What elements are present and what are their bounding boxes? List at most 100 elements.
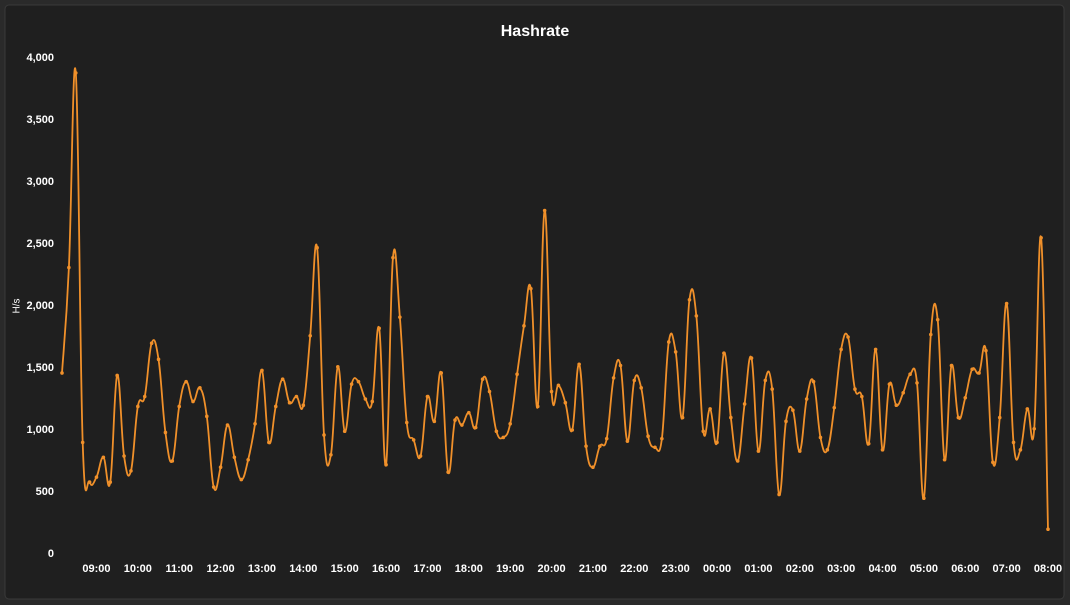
x-tick-label: 01:00: [744, 563, 772, 575]
point: [715, 440, 719, 445]
point: [301, 403, 306, 408]
point: [280, 377, 285, 381]
point: [287, 400, 292, 405]
y-tick-label: 2,000: [26, 300, 54, 312]
point: [515, 372, 519, 377]
point: [880, 448, 885, 452]
point: [535, 404, 540, 409]
point: [928, 332, 933, 337]
point: [977, 371, 981, 375]
point: [866, 441, 871, 446]
point: [756, 449, 761, 453]
point: [680, 415, 685, 420]
chart-title: Hashrate: [501, 23, 570, 40]
point: [811, 379, 816, 384]
point: [625, 439, 630, 443]
point: [818, 435, 823, 440]
point: [404, 420, 409, 425]
point: [356, 379, 361, 384]
point: [377, 326, 381, 331]
point: [563, 400, 568, 405]
y-tick-label: 3,000: [26, 176, 54, 188]
panel: [4, 4, 1065, 600]
point: [425, 394, 430, 399]
point: [329, 453, 333, 457]
point: [901, 391, 906, 395]
point: [211, 485, 216, 489]
point: [611, 376, 616, 380]
point: [218, 465, 223, 470]
point: [156, 357, 161, 362]
point: [853, 387, 857, 391]
point: [473, 425, 478, 430]
point: [115, 373, 119, 378]
point: [542, 208, 547, 213]
point: [598, 444, 602, 448]
point: [60, 371, 64, 375]
y-tick-label: 500: [36, 486, 54, 498]
point: [694, 314, 699, 318]
point: [825, 448, 830, 452]
point: [873, 347, 878, 352]
x-tick-label: 09:00: [82, 563, 110, 575]
y-tick-label: 0: [48, 548, 54, 560]
point: [246, 457, 250, 462]
point: [467, 410, 471, 415]
point: [997, 415, 1002, 420]
point: [742, 402, 747, 406]
point: [646, 434, 650, 439]
point: [67, 265, 71, 270]
point: [432, 419, 437, 424]
point: [342, 429, 347, 434]
point: [232, 455, 237, 460]
x-tick-label: 03:00: [827, 563, 855, 575]
point: [149, 341, 154, 346]
y-tick-label: 4,000: [26, 52, 54, 64]
point: [639, 386, 643, 390]
x-tick-label: 06:00: [951, 563, 979, 575]
x-tick-label: 08:00: [1034, 563, 1062, 575]
point: [122, 454, 126, 458]
point: [687, 298, 692, 302]
x-tick-label: 11:00: [165, 563, 193, 575]
point: [570, 428, 575, 432]
point: [784, 419, 788, 424]
point: [763, 378, 768, 383]
point: [963, 395, 968, 400]
point: [184, 379, 188, 384]
x-tick-label: 22:00: [620, 563, 648, 575]
point: [370, 399, 375, 404]
y-tick-label: 2,500: [26, 238, 54, 250]
point: [336, 364, 340, 369]
point: [915, 381, 919, 385]
point: [1004, 301, 1009, 306]
point: [1018, 448, 1023, 452]
x-tick-label: 02:00: [786, 563, 814, 575]
point: [804, 397, 809, 401]
point: [922, 496, 926, 501]
point: [204, 414, 209, 419]
point: [860, 394, 864, 399]
point: [418, 454, 423, 458]
point: [453, 418, 457, 422]
point: [673, 350, 678, 354]
point: [322, 433, 326, 437]
point: [177, 404, 182, 409]
point: [991, 460, 995, 465]
x-tick-label: 14:00: [289, 563, 317, 575]
y-axis-label: H/s: [12, 299, 23, 314]
point: [384, 462, 388, 467]
point: [832, 405, 837, 410]
point: [846, 335, 850, 339]
point: [777, 492, 781, 497]
x-tick-label: 20:00: [537, 563, 565, 575]
point: [894, 403, 899, 408]
point: [591, 465, 595, 470]
point: [970, 367, 974, 372]
point: [577, 362, 581, 367]
point: [398, 315, 402, 319]
point: [1046, 527, 1050, 531]
point: [666, 340, 671, 344]
point: [142, 394, 147, 399]
